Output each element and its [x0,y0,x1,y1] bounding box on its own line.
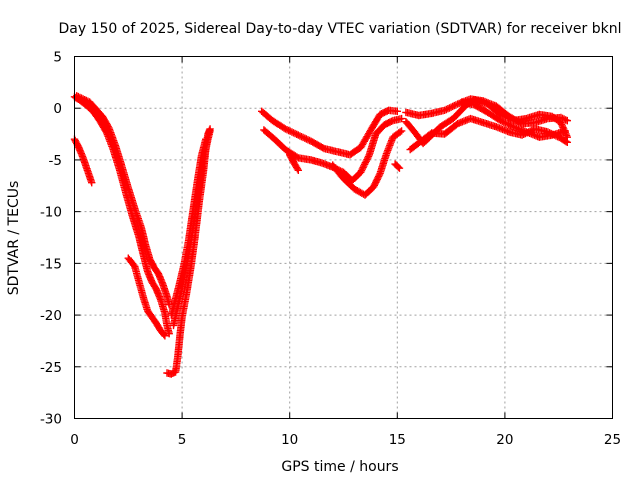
series-track-3 [70,135,96,187]
series-track-8 [258,106,401,159]
y-tick-label: -20 [40,308,62,324]
series-track-1 [70,93,173,338]
series-track-7 [167,135,210,319]
y-tick-label: -30 [40,412,62,428]
y-tick-label: 5 [53,50,62,66]
y-tick-label: -25 [40,360,62,376]
series-track-16 [458,98,569,141]
data-point [561,127,569,135]
data-point [397,114,406,123]
grid [74,56,613,419]
y-tick-label: 0 [53,101,62,117]
data-point [294,166,303,174]
x-tick-label: 15 [389,432,406,448]
x-axis-label: GPS time / hours [281,459,398,475]
y-tick-label: -15 [40,256,62,272]
data-point [206,127,214,135]
series-track-10 [286,151,303,174]
data-point [165,329,173,338]
data-point [161,332,169,340]
x-tick-label: 0 [70,432,79,448]
data-point [88,178,96,187]
x-tick-label: 10 [281,432,298,448]
series-track-12 [391,160,404,172]
data-point [563,116,572,125]
chart-title: Day 150 of 2025, Sidereal Day-to-day VTE… [59,21,622,37]
x-tick-label: 25 [604,432,621,448]
series-track-2 [73,92,173,309]
series-track-4 [124,254,169,340]
plot-frame [74,56,613,419]
data-point [394,163,403,171]
series-track-11 [329,127,406,199]
data-points [70,92,572,378]
y-tick-label: -5 [49,153,62,169]
data-point [160,330,168,339]
data-point [202,135,210,143]
data-point [393,107,401,116]
y-axis-label: SDTVAR / TECUs [6,181,22,296]
data-point [563,138,572,147]
x-tick-label: 5 [178,432,187,448]
y-tick-label: -10 [40,205,62,221]
axis-ticks: 0 5 10 15 20 25 5 0 -5 -10 -15 -20 -25 -30 [40,50,621,449]
data-point [397,127,406,135]
data-point [395,164,404,172]
x-tick-label: 20 [496,432,513,448]
